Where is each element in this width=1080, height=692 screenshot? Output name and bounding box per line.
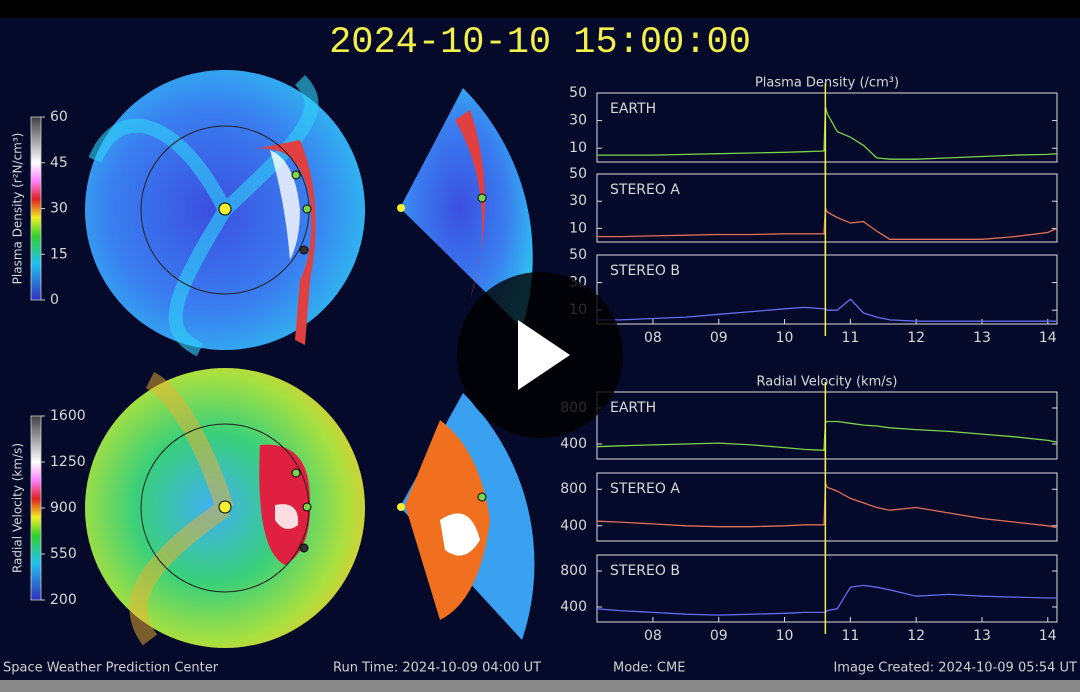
y-tick-label: 50: [569, 247, 587, 263]
series-line: [597, 207, 1058, 240]
x-tick-label: 12: [907, 628, 925, 644]
x-tick-label: 09: [710, 330, 728, 346]
x-tick-label: 13: [973, 628, 991, 644]
colorbars: Plasma Density (r²N/cm³) 60 45 30 15 0 Radial …: [11, 109, 86, 608]
x-tick-label: 14: [1039, 628, 1057, 644]
wedge-core: [440, 513, 480, 556]
panel-label: STEREO A: [610, 182, 680, 198]
sun-wedge: [397, 204, 405, 212]
charts: Plasma Density (/cm³) EARTH 10 30 50 STEREO A…: [560, 76, 1058, 644]
y-tick-label: 400: [560, 436, 587, 452]
x-tick-label: 08: [644, 628, 662, 644]
footer-run-time: Run Time: 2024-10-09 04:00 UT: [333, 661, 541, 676]
series-line: [596, 420, 1058, 451]
plot-frame: [596, 472, 1058, 542]
x-tick-label: 11: [841, 330, 859, 346]
plot-frame: [596, 554, 1058, 623]
colorbar-tick-label: 900: [50, 500, 77, 516]
x-tick-label: 13: [973, 330, 991, 346]
stereo-b: [299, 543, 309, 553]
panel-label: EARTH: [610, 101, 656, 117]
bottom-bar: [0, 680, 1080, 692]
colorbar-tick-label: 200: [50, 592, 77, 608]
series-line: [596, 482, 1058, 529]
sun: [218, 500, 232, 514]
sun-wedge: [397, 503, 405, 511]
play-icon[interactable]: [518, 320, 570, 390]
colorbar-tick-label: 1250: [50, 454, 86, 470]
colorbar-tick-label: 45: [50, 155, 68, 171]
y-tick-label: 50: [569, 85, 587, 101]
y-tick-label: 800: [560, 481, 587, 497]
stereo-a: [291, 468, 301, 478]
y-tick-label: 400: [560, 599, 587, 615]
y-tick-label: 50: [569, 166, 587, 182]
chart-title: Radial Velocity (km/s): [757, 375, 898, 390]
plot-frame: [596, 391, 1058, 460]
series-line: [596, 584, 1057, 616]
footer-mode: Mode: CME: [613, 661, 685, 676]
y-tick-label: 800: [560, 563, 587, 579]
chart-title: Plasma Density (/cm³): [755, 76, 899, 91]
series-line: [597, 298, 1057, 322]
colorbar-tick-label: 15: [50, 246, 68, 262]
stereo-a: [291, 170, 301, 180]
plot-frame: [596, 173, 1058, 243]
colorbar-tick-label: 1600: [50, 408, 86, 424]
wedge-front: [455, 110, 485, 300]
plot-frame: [596, 92, 1058, 163]
x-tick-label: 10: [776, 628, 794, 644]
colorbar-tick-label: 550: [50, 546, 77, 562]
timestamp: 2024-10-10 15:00:00: [329, 22, 751, 64]
x-tick-label: 12: [907, 330, 925, 346]
colorbar-label: Plasma Density (r²N/cm³): [11, 133, 25, 285]
sun: [218, 202, 232, 216]
panel-label: STEREO B: [610, 563, 680, 579]
earth: [302, 204, 312, 214]
colorbar-tick-label: 30: [50, 201, 68, 217]
earth: [302, 502, 312, 512]
x-tick-label: 14: [1039, 330, 1057, 346]
plot-frame: [596, 254, 1058, 325]
earth-wedge: [477, 193, 487, 203]
panel-label: EARTH: [610, 400, 656, 416]
panel-label: STEREO B: [610, 263, 680, 279]
y-tick-label: 10: [569, 220, 587, 236]
cme-front: [250, 140, 316, 345]
y-tick-label: 30: [569, 193, 587, 209]
y-tick-label: 10: [569, 140, 587, 156]
x-tick-label: 08: [644, 330, 662, 346]
x-tick-label: 10: [776, 330, 794, 346]
y-tick-label: 400: [560, 518, 587, 534]
y-tick-label: 30: [569, 113, 587, 129]
panel-label: STEREO A: [610, 481, 680, 497]
earth-wedge: [477, 492, 487, 502]
spiral: [129, 371, 234, 646]
footer-center: Space Weather Prediction Center: [3, 661, 219, 676]
colorbar: [30, 116, 42, 301]
colorbar-label: Radial Velocity (km/s): [11, 443, 25, 573]
footer-created: Image Created: 2024-10-09 05:54 UT: [833, 661, 1077, 676]
colorbar-tick-label: 0: [50, 292, 59, 308]
spiral: [88, 75, 319, 357]
stereo-b: [299, 245, 309, 255]
series-line: [597, 106, 1058, 160]
x-tick-label: 09: [710, 628, 728, 644]
x-tick-label: 11: [841, 628, 859, 644]
cme-core: [275, 504, 299, 529]
colorbar: [30, 415, 42, 601]
density-wedge: [400, 88, 533, 328]
colorbar-tick-label: 60: [50, 109, 68, 125]
